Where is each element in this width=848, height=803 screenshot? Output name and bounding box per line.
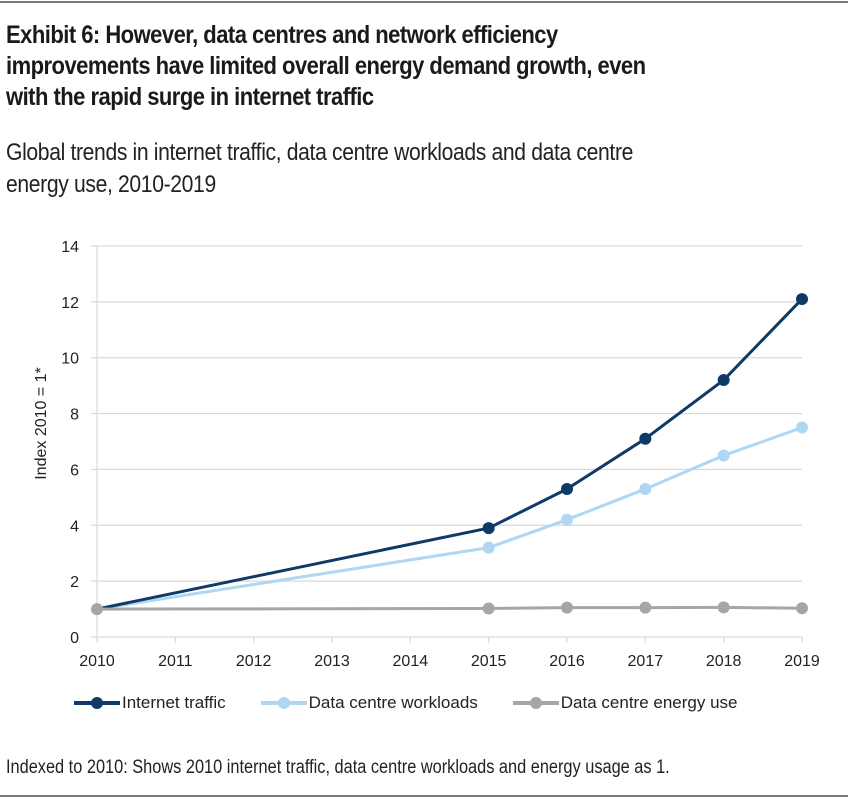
legend-item-data-centre-energy-use: Data centre energy use [512, 693, 738, 713]
series-line [96, 605, 803, 611]
legend-label: Data centre workloads [308, 693, 478, 712]
y-tick-label: 0 [70, 630, 79, 647]
y-tick-label: 6 [70, 462, 79, 479]
legend-item-internet-traffic: Internet traffic [74, 693, 226, 713]
data-point [796, 421, 808, 434]
data-point [561, 482, 573, 495]
chart-subtitle: Global trends in internet traffic, data … [6, 137, 842, 201]
chart-subtitle-line: Global trends in internet traffic, data … [6, 139, 634, 166]
legend: Internet traffic Data centre workloads D… [74, 690, 773, 716]
y-axis-ticks: 0 2 4 6 8 10 12 14 [61, 239, 79, 647]
chart-title-line: with the rapid surge in internet traffic [6, 83, 374, 111]
y-tick-label: 12 [61, 295, 79, 312]
line-chart: 0 2 4 6 8 10 12 14 2010 2011 2012 2013 2014 2015 2016… [33, 239, 820, 670]
legend-item-data-centre-workloads: Data centre workloads [260, 693, 478, 713]
x-tick-label: 2010 [79, 653, 115, 670]
data-point [91, 603, 103, 616]
y-tick-label: 4 [70, 518, 79, 535]
x-tick-label: 2018 [706, 653, 742, 670]
data-point [717, 374, 730, 387]
y-axis-title: Index 2010 = 1* [33, 367, 50, 480]
data-point [639, 432, 652, 445]
data-point [717, 601, 730, 614]
y-tick-label: 8 [70, 407, 79, 424]
data-point [561, 601, 573, 614]
chart-title: Exhibit 6: However, data centres and net… [6, 20, 833, 113]
top-rule [0, 1, 848, 3]
legend-label: Data centre energy use [560, 693, 738, 712]
data-point [796, 293, 808, 306]
x-tick-label: 2012 [236, 653, 272, 670]
x-tick-label: 2015 [471, 653, 507, 670]
chart-title-line: Exhibit 6: However, data centres and net… [6, 21, 558, 49]
legend-swatch-icon [260, 696, 307, 710]
series-data-centre-energy-use [91, 601, 808, 616]
series-group [91, 293, 808, 616]
data-point [639, 601, 652, 614]
x-tick-label: 2011 [158, 653, 193, 670]
series-internet-traffic [96, 293, 808, 611]
data-point [717, 449, 730, 462]
data-point [561, 513, 573, 526]
x-tick-label: 2017 [628, 653, 664, 670]
gridlines [91, 245, 802, 638]
legend-swatch-icon [74, 696, 120, 710]
y-tick-label: 10 [61, 351, 79, 368]
y-tick-label: 2 [70, 574, 79, 591]
data-point [639, 482, 652, 495]
data-point [482, 522, 495, 535]
series-line [96, 298, 804, 611]
x-tick-label: 2016 [549, 653, 585, 670]
x-axis-ticks: 2010 2011 2012 2013 2014 2015 2016 2017 2018 2019 [79, 637, 820, 670]
x-tick-label: 2019 [784, 653, 820, 670]
chart-title-line: improvements have limited overall energy… [6, 52, 646, 80]
y-tick-label: 14 [61, 239, 79, 256]
legend-swatch-icon [512, 696, 559, 710]
series-line [96, 426, 803, 611]
data-point [796, 602, 808, 615]
bottom-rule [0, 795, 848, 797]
data-point [482, 602, 495, 615]
chart-subtitle-line: energy use, 2010-2019 [6, 171, 216, 198]
legend-label: Internet traffic [122, 693, 226, 712]
x-tick-label: 2013 [314, 653, 350, 670]
x-tick-label: 2014 [393, 653, 429, 670]
footnote: Indexed to 2010: Shows 2010 internet tra… [6, 757, 670, 778]
series-data-centre-workloads [96, 421, 808, 611]
data-point [482, 541, 495, 554]
